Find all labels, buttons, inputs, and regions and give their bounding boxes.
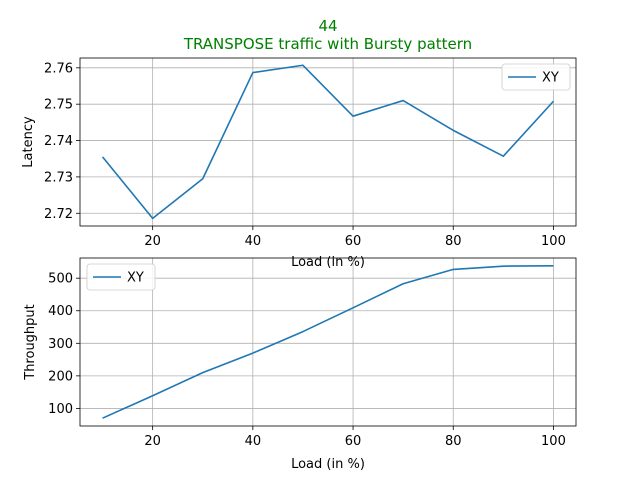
latency-legend: XY [501,63,571,91]
latency-ylabel: Latency [21,116,36,168]
latency-xtick-label-4: 100 [541,234,566,249]
latency-chart: 20 40 60 80 100 2.72 2.73 2.74 2.75 2.76 Load (in … [21,57,577,270]
throughput-xtick-label-0: 20 [144,434,161,449]
throughput-xtick-label-2: 60 [345,434,362,449]
latency-ytick-label-1: 2.73 [44,170,73,185]
latency-legend-label: XY [542,71,559,86]
latency-ytick-label-0: 2.72 [44,207,73,222]
latency-xtick-label-2: 60 [345,234,362,249]
latency-xtick-label-3: 80 [445,234,462,249]
throughput-ytick-label-1: 200 [48,369,73,384]
latency-xtick-label-1: 40 [245,234,262,249]
throughput-xtick-label-4: 100 [541,434,566,449]
throughput-legend-label: XY [127,271,144,286]
throughput-xtick-label-1: 40 [245,434,262,449]
figure-title: TRANSPOSE traffic with Bursty pattern [183,35,472,53]
throughput-chart: 20 40 60 80 100 100 200 300 400 500 Load (in %) Thr… [23,257,577,472]
throughput-ylabel: Throughput [23,304,38,381]
figure-title-number: 44 [318,17,337,35]
latency-ytick-label-2: 2.74 [44,134,73,149]
throughput-ytick-label-3: 400 [48,304,73,319]
throughput-ytick-label-0: 100 [48,402,73,417]
throughput-xlabel: Load (in %) [291,457,365,472]
throughput-legend: XY [86,263,156,291]
latency-series-line-0 [101,64,555,220]
latency-xlabel: Load (in %) [291,255,365,270]
throughput-axes-frame [79,257,577,427]
latency-xtick-label-0: 20 [144,234,161,249]
latency-axes-frame [79,57,577,227]
throughput-ytick-label-2: 300 [48,337,73,352]
latency-ytick-label-3: 2.75 [44,98,73,113]
throughput-ytick-label-4: 500 [48,272,73,287]
throughput-series-line-0 [102,265,554,419]
throughput-xtick-label-3: 80 [445,434,462,449]
latency-ytick-label-4: 2.76 [44,61,73,76]
